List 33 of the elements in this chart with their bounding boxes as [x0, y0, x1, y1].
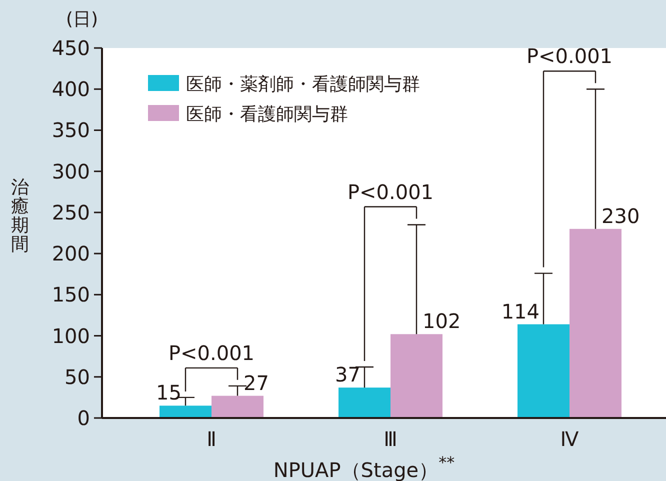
data-label: 37	[335, 362, 360, 387]
y-tick-label: 50	[64, 364, 90, 389]
data-label: 230	[602, 204, 640, 228]
data-label: 102	[422, 309, 461, 334]
bar	[518, 324, 570, 418]
y-tick-label: 300	[52, 159, 90, 184]
bar	[160, 406, 212, 418]
y-tick-label: 400	[52, 77, 90, 102]
data-label: 27	[244, 370, 269, 395]
y-tick-label: 100	[52, 324, 90, 348]
bar	[338, 388, 390, 418]
y-tick-label: 200	[52, 242, 90, 266]
x-tick-label: Ⅲ	[384, 427, 398, 451]
annotation: P<0.001	[168, 340, 255, 365]
annotation: P<0.001	[347, 180, 434, 204]
bar	[390, 334, 442, 418]
data-label: 114	[501, 299, 540, 324]
bar	[570, 228, 622, 418]
y-tick-label: 350	[52, 118, 90, 142]
y-axis-title: 治癒期間	[11, 177, 29, 255]
x-tick-label: Ⅱ	[206, 427, 216, 451]
data-label: 15	[156, 380, 182, 405]
x-axis-title: NPUAP（Stage）$^{**}$	[273, 452, 455, 481]
legend-label: 医師・看護師関与群	[186, 104, 348, 125]
bar	[212, 396, 264, 418]
y-tick-label: 450	[52, 36, 90, 60]
y-tick-label: 250	[52, 200, 90, 224]
x-tick-label: Ⅳ	[560, 427, 580, 451]
annotation: P<0.001	[526, 44, 613, 68]
legend-label: 医師・薬剤師・看護師関与群	[186, 74, 420, 95]
y-tick-label: 150	[52, 282, 90, 307]
text: (日)	[66, 9, 98, 30]
y-tick-label: 0	[77, 406, 90, 430]
